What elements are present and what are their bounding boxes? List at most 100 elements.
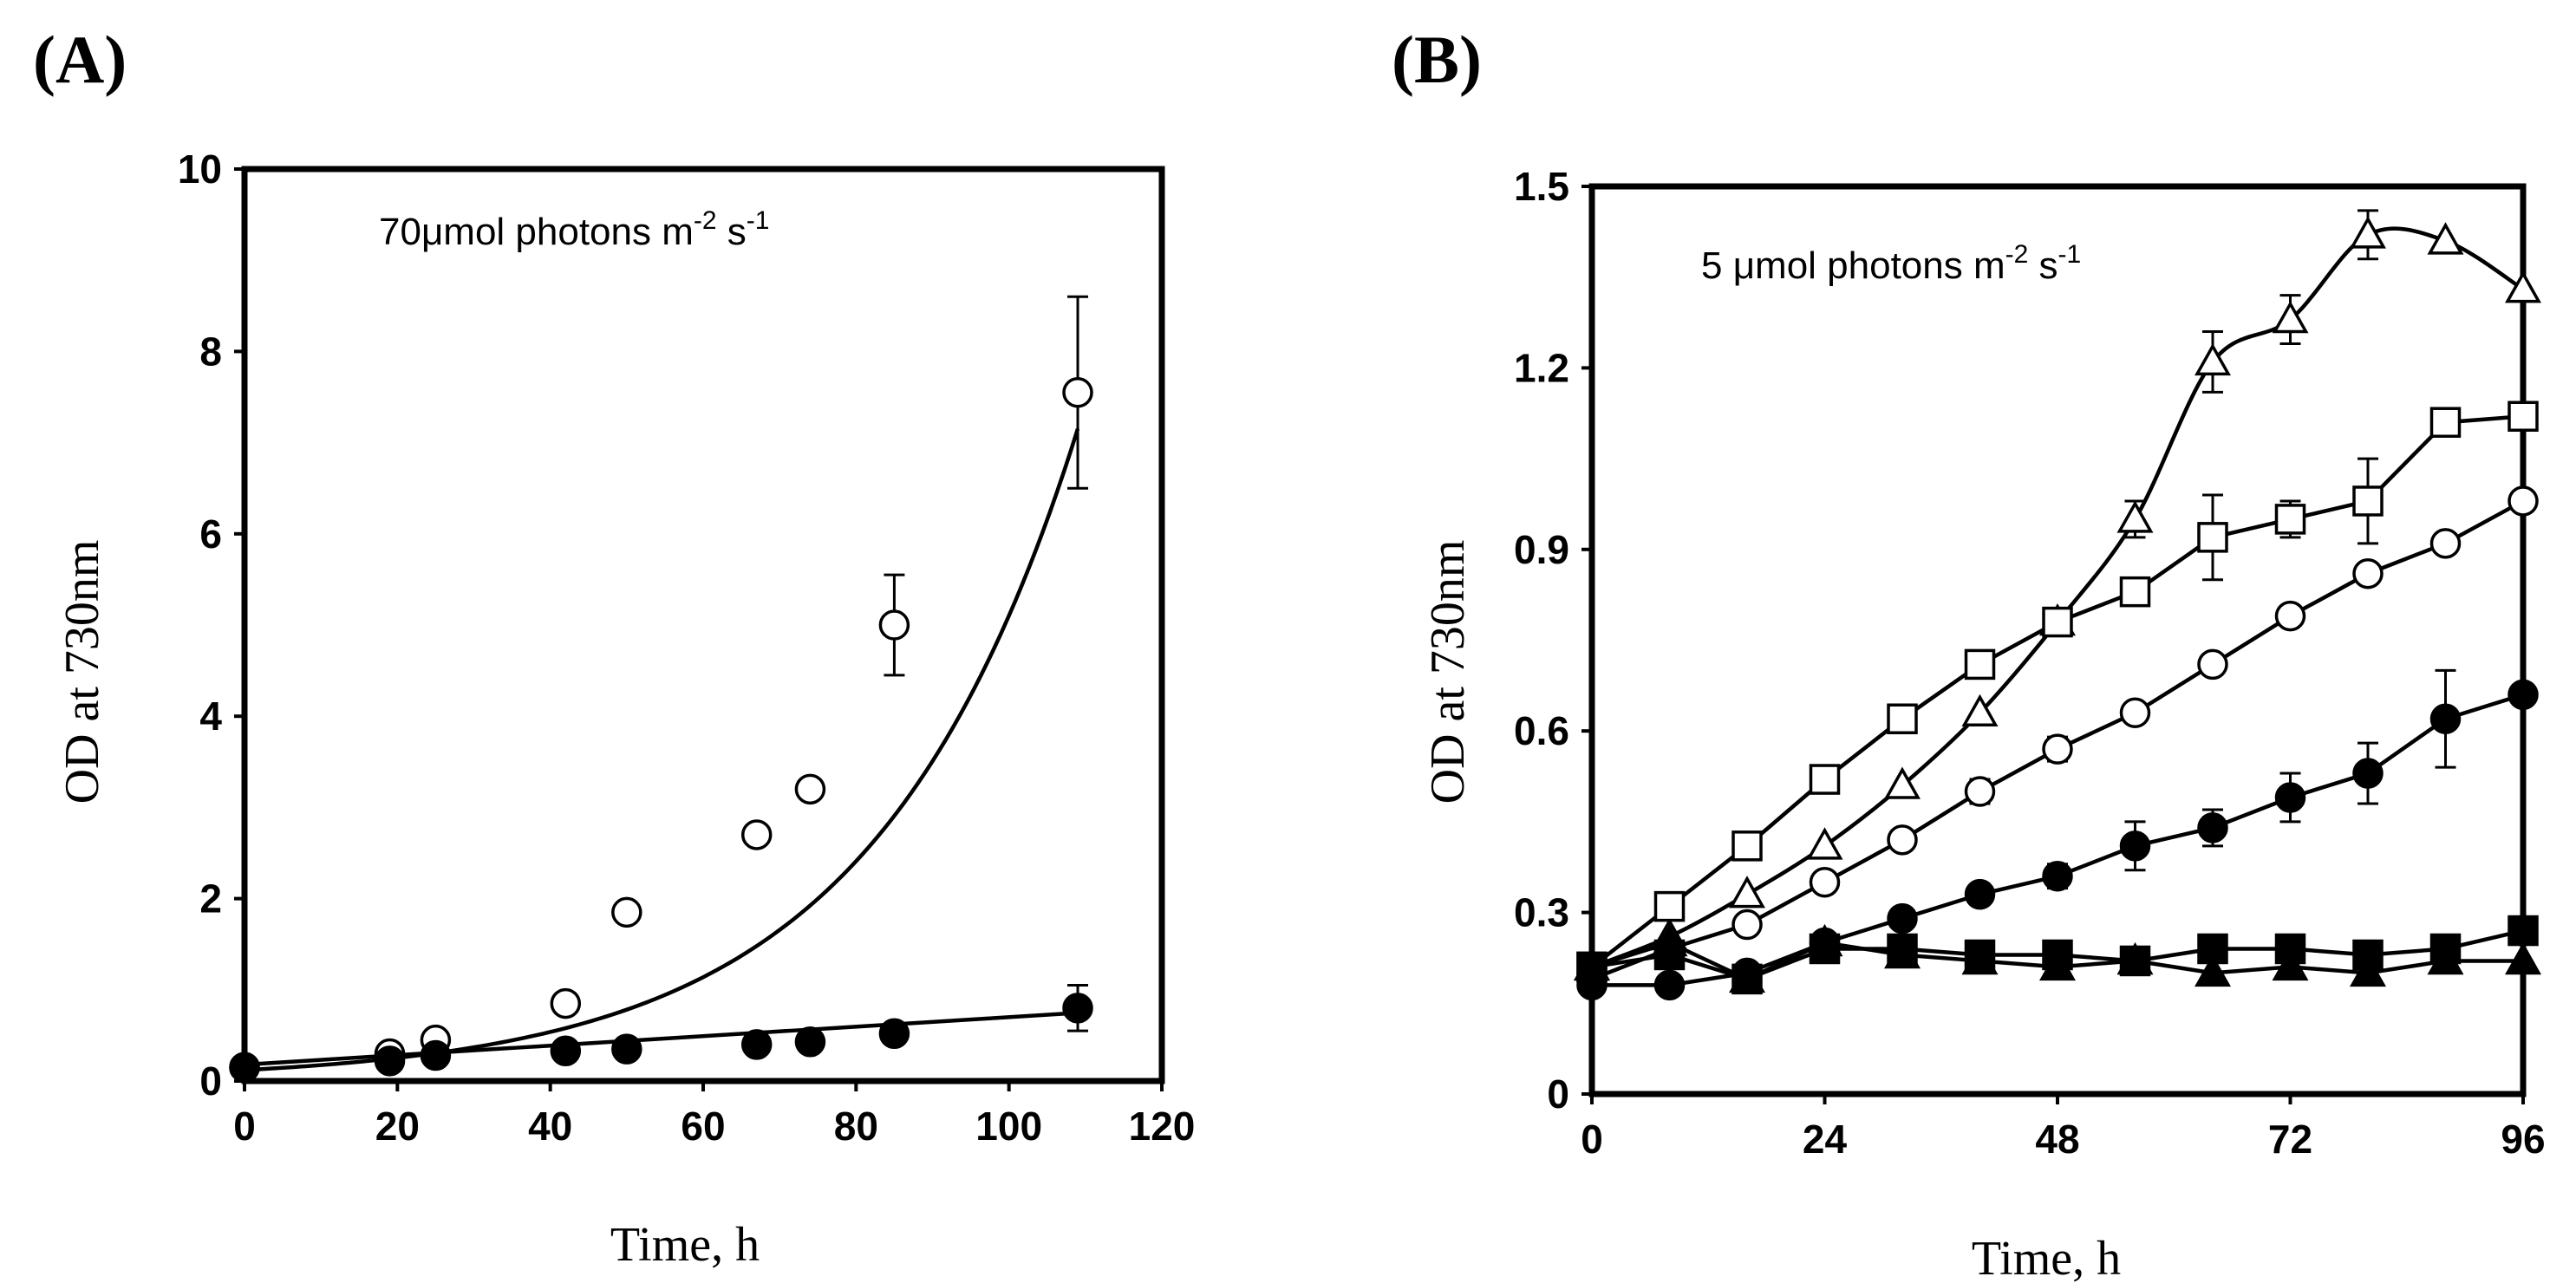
panel-b-x-axis-title: Time, h: [1972, 1232, 2121, 1283]
panel-b-data-point: [2274, 600, 2306, 632]
panel-a-series-open-circles: [229, 295, 1093, 1083]
panel-b-data-point: [1809, 866, 1841, 898]
panel-a: (A) 70μmol photons m-2 s-1 Time, h OD at…: [33, 22, 1195, 1272]
panel-b-data-point: [2197, 812, 2228, 843]
panel-b-data-point: [1884, 766, 1921, 799]
panel-b-annotation: 5 μmol photons m-2 s-1: [1701, 240, 2081, 287]
panel-b-series-open-circles: [1576, 485, 2539, 995]
panel-b-y-tick-label: 0.6: [1514, 708, 1569, 753]
panel-a-x-tick-label: 60: [681, 1104, 725, 1149]
panel-b-data-point: [2119, 697, 2151, 729]
panel-b-data-point: [1961, 941, 1999, 975]
panel-a-data-point: [878, 1018, 910, 1050]
panel-a-data-point: [550, 1035, 582, 1067]
panel-a-data-point: [1062, 993, 1093, 1024]
panel-a-series-filled-circles: [229, 984, 1093, 1083]
panel-a-y-tick-label: 4: [199, 694, 222, 739]
panel-b-data-point: [2508, 485, 2539, 517]
panel-b: (B) 5 μmol photons m-2 s-1 Time, h OD at…: [1392, 22, 2546, 1283]
panel-b-x-tick-label: 48: [2035, 1117, 2079, 1162]
panel-b-data-point: [2119, 576, 2151, 608]
panel-b-data-point: [1729, 876, 1765, 909]
panel-a-x-tick-label: 20: [375, 1104, 420, 1149]
panel-b-data-point: [2352, 485, 2384, 517]
panel-a-y-tick-label: 6: [199, 511, 222, 557]
panel-b-series-open-squares: [1576, 401, 2539, 983]
panel-b-data-point: [2272, 300, 2309, 334]
panel-a-y-axis-title: OD at 730nm: [55, 540, 109, 804]
panel-b-data-point: [2042, 860, 2073, 892]
panel-b-data-point: [2505, 270, 2541, 303]
panel-a-y-tick-label: 10: [178, 147, 222, 192]
panel-b-data-point: [1964, 648, 1996, 681]
panel-b-data-point: [2042, 606, 2073, 638]
panel-b-data-point: [1731, 909, 1763, 941]
panel-a-x-tick-label: 120: [1129, 1104, 1196, 1149]
panel-b-data-point: [2508, 401, 2539, 432]
panel-b-data-point: [2116, 941, 2154, 975]
panel-b-x-tick-label: 24: [1803, 1117, 1848, 1162]
panel-b-data-point: [1806, 827, 1843, 860]
panel-a-data-point: [794, 1026, 826, 1058]
panel-b-data-point: [2116, 500, 2154, 533]
panel-b-series-filled-triangles: [1574, 923, 2541, 993]
panel-b-data-point: [2194, 954, 2231, 987]
panel-b-data-point: [2352, 758, 2384, 789]
panel-b-y-tick-label: 0: [1547, 1071, 1569, 1117]
panel-a-data-point: [1062, 376, 1093, 408]
panel-b-data-point: [2274, 504, 2306, 535]
panel-b-data-point: [2505, 941, 2541, 975]
panel-b-data-point: [2197, 648, 2228, 681]
panel-a-data-point: [374, 1045, 406, 1077]
panel-b-data-point: [2119, 830, 2151, 862]
panel-b-data-point: [2274, 782, 2306, 813]
panel-a-frame: [241, 166, 1165, 1084]
panel-b-y-axis-title: OD at 730nm: [1421, 540, 1475, 804]
panel-a-x-tick-label: 40: [528, 1104, 572, 1149]
panel-a-y-tick-label: 2: [199, 876, 222, 922]
panel-b-data-point: [1887, 902, 1918, 935]
panel-b-data-point: [2508, 679, 2539, 711]
panel-b-data-point: [1653, 890, 1686, 922]
panel-b-data-point: [2042, 733, 2073, 765]
panel-b-data-point: [2508, 915, 2539, 947]
panel-a-label: (A): [33, 22, 127, 97]
panel-b-data-point: [2350, 954, 2386, 987]
panel-a-data-point: [740, 1029, 773, 1060]
panel-b-data-point: [2194, 342, 2231, 376]
panel-b-plot-area: 0 0.3 0.6 0.9 1.2 1.5 0 24 48 72 96: [1514, 164, 2546, 1162]
panel-b-data-point: [2429, 528, 2462, 559]
panel-b-data-point: [1964, 776, 1996, 807]
panel-b-data-point: [1653, 969, 1686, 1001]
panel-b-data-point: [2039, 948, 2076, 981]
panel-b-y-tick-label: 1.2: [1514, 345, 1569, 390]
panel-b-data-point: [1806, 923, 1843, 957]
panel-a-fit-line: [244, 1011, 1079, 1067]
panel-b-data-point: [1964, 878, 1996, 910]
panel-b-data-point: [1884, 935, 1921, 969]
panel-b-data-point: [2352, 557, 2384, 589]
panel-a-x-tick-label: 100: [975, 1104, 1042, 1149]
panel-a-data-point: [794, 773, 826, 805]
panel-b-label: (B): [1392, 22, 1482, 97]
panel-b-data-point: [1887, 824, 1918, 856]
panel-a-data-point: [878, 609, 910, 641]
panel-b-data-point: [2429, 407, 2462, 438]
panel-a-data-point: [740, 819, 773, 850]
panel-b-y-tick-label: 1.5: [1514, 164, 1569, 209]
panel-b-data-point: [1651, 923, 1688, 957]
panel-b-data-point: [2429, 703, 2462, 734]
panel-b-data-point: [1809, 764, 1841, 795]
panel-b-x-tick-label: 0: [1581, 1117, 1603, 1162]
panel-a-data-point: [420, 1039, 452, 1071]
panel-b-data-point: [1574, 948, 1610, 981]
panel-a-data-point: [550, 987, 582, 1019]
panel-b-x-tick-label: 96: [2501, 1117, 2545, 1162]
panel-b-data-point: [2427, 222, 2464, 255]
panel-b-data-point: [1729, 960, 1765, 993]
panel-a-y-tick-label: 0: [199, 1058, 222, 1104]
panel-b-y-tick-label: 0.9: [1514, 527, 1569, 572]
panel-b-data-point: [2197, 522, 2228, 553]
